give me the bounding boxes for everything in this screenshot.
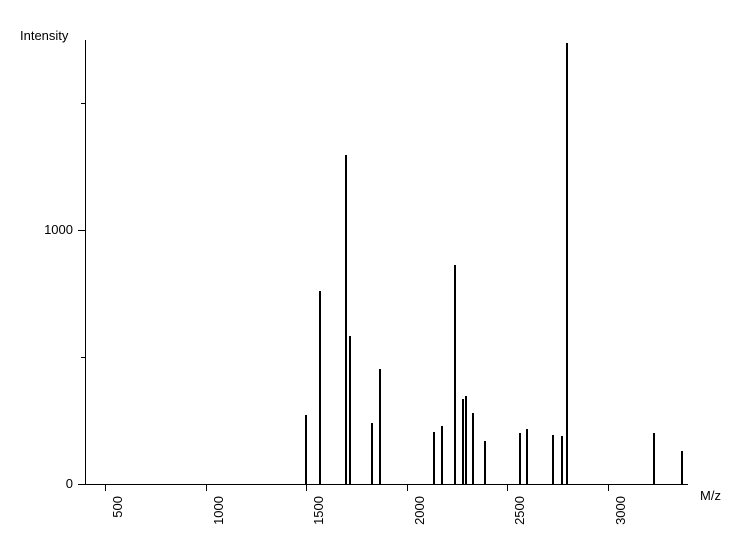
x-tick [206,484,207,491]
spectrum-peak [345,155,347,484]
y-tick [78,484,85,485]
x-tick-label: 2500 [512,496,527,546]
spectrum-peak [519,433,521,484]
spectrum-peak [319,291,321,484]
y-minor-tick [81,103,85,104]
spectrum-peak [371,423,373,484]
spectrum-peak [472,413,474,484]
y-axis-line [85,40,86,484]
spectrum-peak [465,396,467,484]
mass-spectrum-chart: Intensity M/z 01000500100015002000250030… [0,0,750,540]
x-tick [105,484,106,491]
spectrum-peak [305,415,307,484]
y-tick [78,230,85,231]
x-tick [608,484,609,491]
spectrum-peak [552,435,554,484]
spectrum-peak [441,426,443,484]
spectrum-peak [526,429,528,484]
spectrum-peak [454,265,456,484]
spectrum-peak [349,336,351,484]
x-tick-label: 3000 [613,496,628,546]
x-tick-label: 2000 [412,496,427,546]
y-minor-tick [81,357,85,358]
y-axis-title: Intensity [20,28,68,43]
spectrum-peak [379,369,381,484]
spectrum-peak [566,43,568,484]
x-tick [407,484,408,491]
spectrum-peak [681,451,683,484]
x-tick-label: 500 [110,496,125,546]
spectrum-peak [462,399,464,484]
y-tick-label: 1000 [0,222,73,237]
x-tick [507,484,508,491]
spectrum-peak [653,433,655,484]
x-tick [306,484,307,491]
x-tick-label: 1000 [211,496,226,546]
x-axis-title: M/z [700,488,721,503]
y-tick-label: 0 [0,476,73,491]
spectrum-peak [433,432,435,484]
x-tick-label: 1500 [311,496,326,546]
spectrum-peak [561,436,563,484]
x-axis-line [85,484,688,485]
spectrum-peak [484,441,486,484]
